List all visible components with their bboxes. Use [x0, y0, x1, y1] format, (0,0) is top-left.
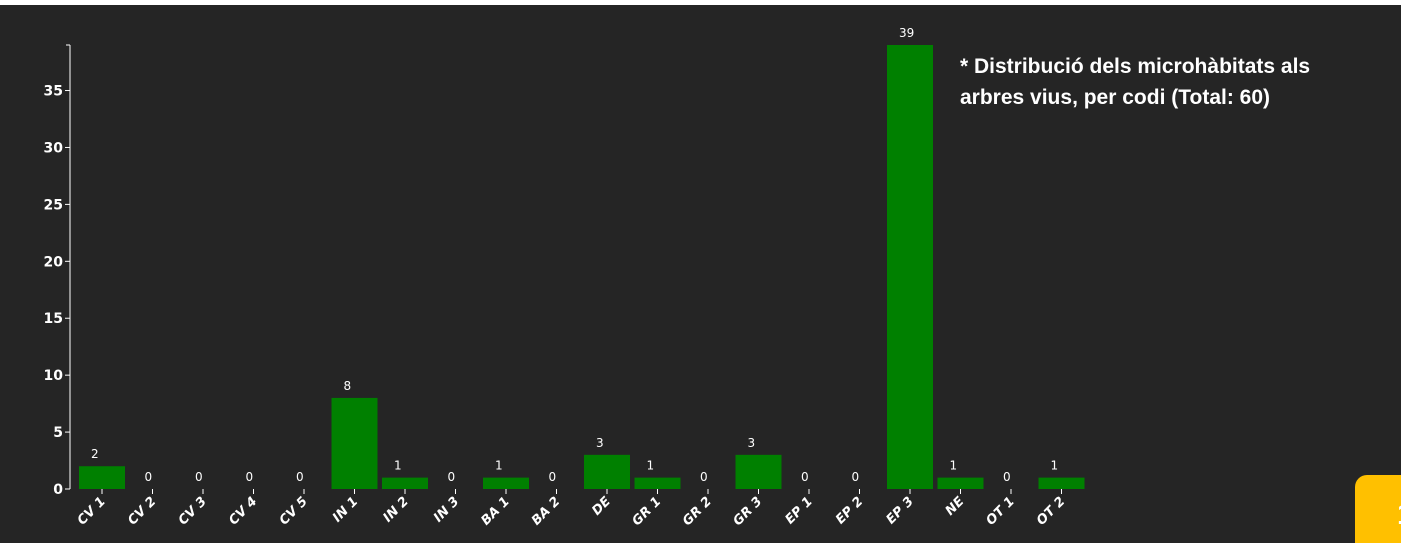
x-tick-label: GR 1 [629, 494, 664, 529]
x-tick-label: CV 2 [125, 494, 159, 528]
bar [584, 454, 630, 489]
bar-value-label: 1 [950, 459, 958, 473]
x-tick-label: CV 5 [277, 494, 311, 528]
x-tick-label: IN 1 [330, 494, 361, 525]
bar [887, 45, 933, 489]
bar-value-label: 3 [596, 436, 604, 450]
x-tick-label: IN 2 [381, 494, 412, 525]
x-tick-label: BA 1 [479, 494, 513, 528]
x-tick-label: GR 3 [730, 494, 765, 529]
bar-value-label: 8 [344, 379, 352, 393]
x-tick-label: IN 3 [431, 494, 462, 525]
bar-value-label: 0 [549, 470, 557, 484]
bar [382, 477, 428, 489]
bars: 2 0 0 0 0 8 1 0 1 0 3 1 0 3 0 0 39 1 0 1 [79, 26, 1085, 489]
page-number-badge: 1 [1355, 475, 1401, 543]
bar-value-label: 39 [899, 26, 914, 40]
x-tick-label: EP 3 [884, 494, 917, 527]
x-tick-label: OT 1 [984, 494, 1018, 528]
bar-value-label: 0 [296, 470, 304, 484]
x-tick-label: CV 1 [75, 494, 109, 528]
x-tick-label: DE [589, 494, 614, 519]
bar [634, 477, 681, 489]
bar [331, 397, 378, 489]
bar-value-label: 1 [495, 459, 503, 473]
chart-note: * Distribució dels microhàbitats als arb… [960, 55, 1311, 109]
bar [79, 466, 125, 489]
y-tick-label: 20 [44, 254, 64, 270]
x-tick-label: NE [943, 494, 968, 519]
bar [735, 454, 782, 489]
bar-value-label: 0 [145, 470, 153, 484]
bar-value-label: 3 [748, 436, 756, 450]
y-tick-label: 30 [44, 140, 64, 156]
y-tick-label: 10 [44, 368, 64, 384]
bar-value-label: 0 [700, 470, 708, 484]
bar-value-label: 1 [1051, 459, 1059, 473]
x-tick-label: CV 3 [176, 494, 210, 528]
y-axis: 0 5 10 15 20 25 30 35 [44, 44, 71, 498]
y-tick-label: 25 [44, 197, 63, 213]
bar-value-label: 1 [647, 459, 655, 473]
bar-value-label: 0 [801, 470, 809, 484]
bar-value-label: 0 [448, 470, 456, 484]
x-tick-label: OT 2 [1034, 494, 1068, 528]
y-tick-label: 35 [44, 84, 63, 100]
x-tick-label: GR 2 [680, 494, 715, 529]
bar-value-label: 2 [91, 447, 99, 461]
bar-value-label: 0 [852, 470, 860, 484]
bar [483, 477, 529, 489]
y-tick-label: 0 [53, 482, 63, 498]
bar [937, 477, 984, 489]
bar-value-label: 0 [1003, 470, 1011, 484]
y-tick-label: 15 [44, 311, 63, 327]
x-axis: CV 1 CV 2 CV 3 CV 4 CV 5 IN 1 IN 2 IN 3 BA 1 BA 2… [75, 489, 1068, 529]
bar [1038, 477, 1085, 489]
x-tick-label: EP 1 [783, 494, 816, 527]
x-tick-label: BA 2 [529, 494, 563, 528]
x-tick-label: EP 2 [833, 494, 866, 527]
chart-panel: 0 5 10 15 20 25 30 35 2 0 0 0 0 8 1 0 1 0 3 1 0 3 0 0 39 1 0 1 CV … [0, 5, 1401, 543]
bar-value-label: 0 [246, 470, 254, 484]
x-tick-label: CV 4 [226, 494, 260, 528]
y-tick-label: 5 [53, 425, 63, 441]
bar-value-label: 1 [394, 459, 402, 473]
bar-value-label: 0 [195, 470, 203, 484]
